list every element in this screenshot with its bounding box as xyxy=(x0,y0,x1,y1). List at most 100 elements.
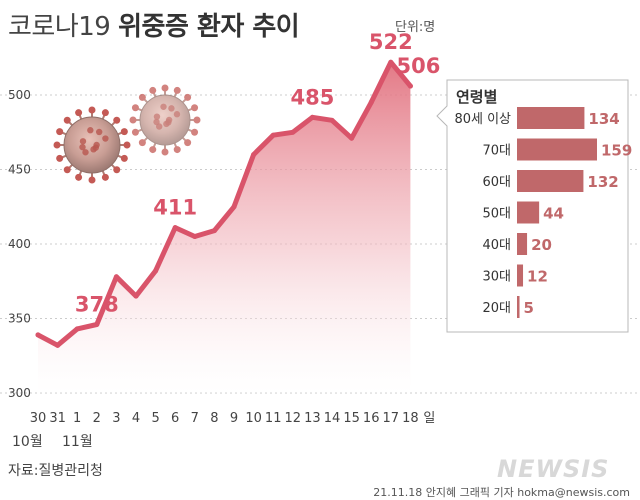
virus-front-dot xyxy=(79,138,87,145)
virus-front-spike-tip xyxy=(123,141,131,149)
value-label-17: 522 xyxy=(369,30,413,54)
bar-value-5: 12 xyxy=(527,268,548,286)
point-15 xyxy=(349,135,355,141)
bar-value-3: 44 xyxy=(543,205,564,223)
virus-blurred-spike-tip xyxy=(138,93,146,101)
point-12 xyxy=(290,129,296,135)
point-11 xyxy=(270,132,276,138)
unit-label: 단위:명 xyxy=(395,20,436,35)
bar-value-2: 132 xyxy=(587,173,618,191)
y-tick-400: 400 xyxy=(8,237,31,251)
x-tick-13: 13 xyxy=(304,411,321,426)
virus-front-spike-tip xyxy=(56,154,64,162)
series-line xyxy=(35,59,413,348)
virus-front-dot xyxy=(87,127,94,134)
x-tick-18: 18 xyxy=(402,411,419,426)
y-axis: 300 350 400 450 500 xyxy=(8,88,31,400)
point-1 xyxy=(74,326,80,332)
virus-blurred-spike-tip xyxy=(138,139,146,147)
x-tick-10: 10 xyxy=(245,411,262,426)
value-label-18: 506 xyxy=(396,54,440,78)
virus-front-spike-tip xyxy=(113,166,121,174)
title-rest: 위중증 환자 추이 xyxy=(118,12,300,42)
virus-blurred xyxy=(129,84,201,156)
virus-blurred-spike-tip xyxy=(149,86,157,94)
virus-blurred-spike-tip xyxy=(191,128,199,136)
bar-value-1: 159 xyxy=(601,142,632,160)
bar-label-6: 20대 xyxy=(482,301,511,316)
bar-2 xyxy=(517,170,584,192)
bar-0 xyxy=(517,107,585,129)
chart-title: 코로나19 위중증 환자 추이 xyxy=(8,6,300,43)
point-16 xyxy=(368,99,374,105)
virus-blurred-dot xyxy=(168,105,175,112)
bar-value-6: 5 xyxy=(524,299,534,317)
virus-blurred-spike-tip xyxy=(149,146,157,154)
point-3 xyxy=(113,274,119,280)
bar-value-4: 20 xyxy=(531,236,552,254)
virus-front-dot xyxy=(95,128,103,136)
x-tick-4: 4 xyxy=(132,411,140,426)
x-tick-30: 30 xyxy=(30,411,47,426)
x-tick-8: 8 xyxy=(210,411,218,426)
credit-line: 21.11.18 안지혜 그래픽 기자 hokma@newsis.com xyxy=(373,486,630,499)
point-2 xyxy=(94,321,100,327)
title-main: 코로나19 xyxy=(8,12,111,42)
x-tick-suffix: 일 xyxy=(423,411,435,426)
source-note: 자료:질병관리청 xyxy=(8,463,103,479)
bar-label-1: 70대 xyxy=(482,144,511,159)
x-tick-5: 5 xyxy=(151,411,159,426)
bar-label-4: 40대 xyxy=(482,238,511,253)
value-label-2: 378 xyxy=(75,292,119,316)
bar-label-3: 50대 xyxy=(482,207,511,222)
age-breakdown-panel: 연령별 80세 이상 134 70대 159 60대 132 50대 44 40대 20 30대 12 2… xyxy=(436,79,632,333)
virus-blurred-spike-tip xyxy=(161,148,169,156)
virus-front xyxy=(53,106,131,184)
bar-label-0: 80세 이상 xyxy=(454,112,511,127)
x-tick-6: 6 xyxy=(171,411,179,426)
x-tick-15: 15 xyxy=(343,411,360,426)
point-17 xyxy=(388,59,394,65)
virus-blurred-dot xyxy=(163,120,170,128)
bar-value-0: 134 xyxy=(588,110,619,128)
y-tick-300: 300 xyxy=(8,386,31,400)
value-label-6: 411 xyxy=(153,196,197,220)
virus-front-spike-tip xyxy=(88,176,96,184)
virus-illustration xyxy=(53,84,201,184)
point-6 xyxy=(172,225,178,231)
x-tick-31: 31 xyxy=(49,411,66,426)
point-8 xyxy=(211,228,217,234)
y-tick-500: 500 xyxy=(8,88,31,102)
virus-blurred-dot xyxy=(160,103,167,110)
point-18 xyxy=(407,83,413,89)
value-label-13: 485 xyxy=(290,85,334,109)
x-tick-14: 14 xyxy=(324,411,341,426)
bar-label-2: 60대 xyxy=(482,175,511,190)
virus-front-dot xyxy=(82,149,89,156)
virus-front-spike-tip xyxy=(120,154,128,162)
bar-5 xyxy=(517,264,524,287)
virus-blurred-spike-tip xyxy=(193,116,201,124)
point-5 xyxy=(153,268,159,274)
x-tick-3: 3 xyxy=(112,411,120,426)
x-tick-11: 11 xyxy=(265,411,282,426)
virus-blurred-dot xyxy=(153,118,160,126)
x-tick-9: 9 xyxy=(230,411,238,426)
virus-front-spike-tip xyxy=(113,116,121,124)
virus-blurred-spike-tip xyxy=(131,128,139,136)
virus-front-spike-tip xyxy=(101,173,109,181)
virus-front-dot xyxy=(79,143,86,151)
x-tick-7: 7 xyxy=(191,411,199,426)
area-series xyxy=(35,59,413,393)
point-31 xyxy=(55,342,61,348)
virus-blurred-spike-tip xyxy=(184,93,192,101)
virus-front-spike-tip xyxy=(101,109,109,117)
point-4 xyxy=(133,293,139,299)
x-tick-1: 1 xyxy=(73,411,81,426)
virus-blurred-spike-tip xyxy=(184,139,192,147)
virus-blurred-body xyxy=(139,94,191,146)
x-tick-2: 2 xyxy=(93,411,101,426)
x-tick-12: 12 xyxy=(285,411,302,426)
